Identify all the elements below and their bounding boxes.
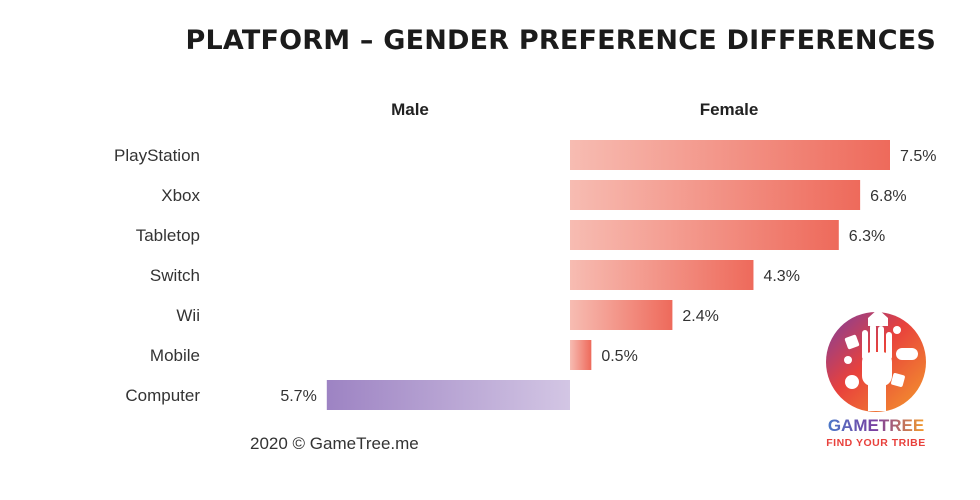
- bar-female: [570, 220, 839, 250]
- chart-title: PLATFORM – GENDER PREFERENCE DIFFERENCES: [185, 25, 936, 56]
- category-label: Switch: [150, 266, 200, 285]
- bar-group: PlayStation 7.5% Xbox 6.8% Tabletop 6.3% Switc…: [114, 140, 936, 410]
- category-label: Computer: [125, 386, 200, 405]
- value-label-female: 6.8%: [870, 188, 906, 205]
- category-label: Mobile: [150, 346, 200, 365]
- bar-female: [570, 260, 754, 290]
- footer-credit: 2020 © GameTree.me: [250, 434, 419, 453]
- bar-female: [570, 340, 592, 370]
- value-label-female: 4.3%: [763, 268, 799, 285]
- logo-tagline: FIND YOUR TRIBE: [826, 437, 925, 449]
- hand-icon: [862, 324, 892, 411]
- category-label: PlayStation: [114, 146, 200, 165]
- logo-name: GAMETREE: [828, 416, 924, 435]
- value-label-female: 0.5%: [601, 348, 637, 365]
- category-label: Tabletop: [136, 226, 200, 245]
- category-label: Wii: [176, 306, 200, 325]
- game-icons: [844, 309, 918, 389]
- value-label-male: 5.7%: [280, 388, 316, 405]
- gametree-logo: GAMETREE FIND YOUR TRIBE: [826, 309, 926, 449]
- value-label-female: 2.4%: [682, 308, 718, 325]
- bar-female: [570, 180, 861, 210]
- bar-female: [570, 140, 890, 170]
- category-label: Xbox: [161, 186, 200, 205]
- column-header-female: Female: [700, 100, 759, 119]
- value-label-female: 7.5%: [900, 148, 936, 165]
- bar-female: [570, 300, 673, 330]
- value-label-female: 6.3%: [849, 228, 885, 245]
- bar-male: [326, 380, 570, 410]
- column-header-male: Male: [391, 100, 429, 119]
